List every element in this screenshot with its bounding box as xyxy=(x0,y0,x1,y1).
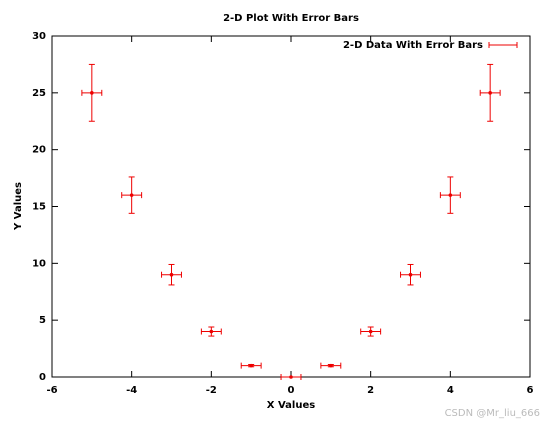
y-tick-label: 20 xyxy=(32,145,46,156)
data-point xyxy=(209,329,214,334)
y-tick-label: 15 xyxy=(32,202,46,213)
x-tick-label: 4 xyxy=(447,385,454,396)
y-tick-label: 0 xyxy=(39,372,46,383)
x-tick-label: -4 xyxy=(126,385,137,396)
x-tick-label: -6 xyxy=(46,385,57,396)
data-point xyxy=(368,329,373,334)
data-point xyxy=(90,91,94,95)
data-point xyxy=(329,363,333,368)
y-tick-label: 5 xyxy=(39,315,46,326)
y-tick-label: 10 xyxy=(32,258,46,269)
y-axis-label: Y Values xyxy=(13,182,24,231)
data-point xyxy=(448,193,453,197)
data-point xyxy=(488,91,492,95)
data-point xyxy=(169,272,174,277)
x-tick-label: 0 xyxy=(288,385,295,396)
y-tick-label: 25 xyxy=(32,88,46,99)
x-axis-label: X Values xyxy=(267,400,315,411)
x-tick-label: 6 xyxy=(527,385,534,396)
watermark: CSDN @Mr_liu_666 xyxy=(445,408,540,419)
x-tick-label: -2 xyxy=(206,385,217,396)
data-point xyxy=(408,272,413,277)
y-tick-label: 30 xyxy=(32,31,46,42)
legend-label: 2-D Data With Error Bars xyxy=(343,40,483,51)
plot-frame xyxy=(51,35,531,378)
data-point xyxy=(129,193,134,197)
x-tick-label: 2 xyxy=(367,385,374,396)
chart-title: 2-D Plot With Error Bars xyxy=(223,13,359,24)
data-point xyxy=(249,363,253,368)
data-point xyxy=(289,375,293,379)
